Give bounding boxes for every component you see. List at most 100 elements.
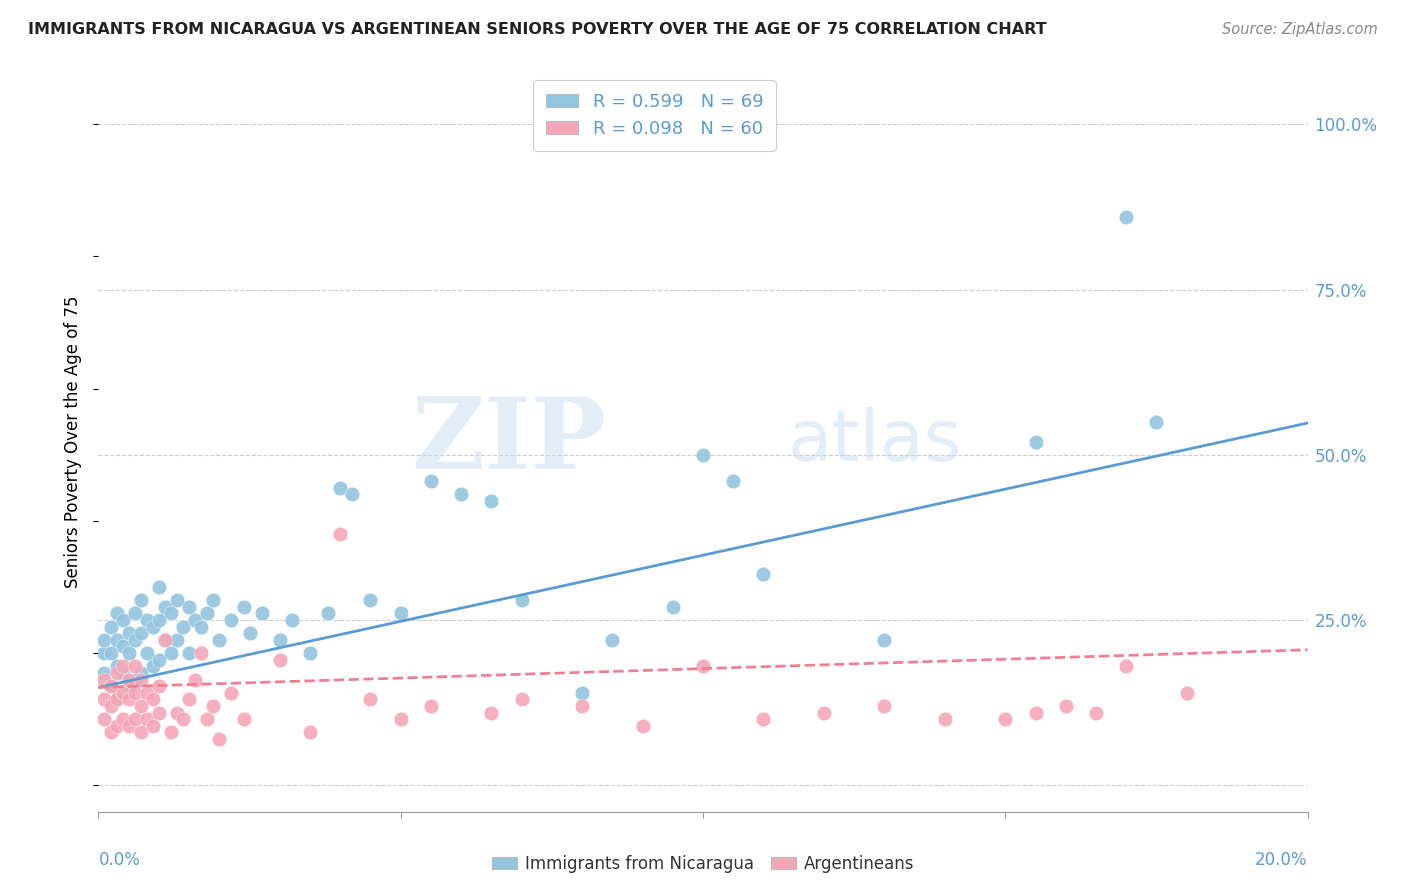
Point bbox=[105, 719, 128, 733]
Point bbox=[450, 487, 472, 501]
Point bbox=[166, 593, 188, 607]
Point bbox=[232, 599, 254, 614]
Legend: R = 0.599   N = 69, R = 0.098   N = 60: R = 0.599 N = 69, R = 0.098 N = 60 bbox=[533, 80, 776, 151]
Point bbox=[692, 659, 714, 673]
Point bbox=[100, 646, 122, 660]
Point bbox=[93, 632, 115, 647]
Point bbox=[269, 632, 291, 647]
Point bbox=[124, 673, 146, 687]
Point bbox=[571, 698, 593, 713]
Point bbox=[723, 474, 745, 488]
Point bbox=[208, 632, 231, 647]
Point bbox=[281, 613, 304, 627]
Point bbox=[124, 686, 146, 700]
Point bbox=[179, 692, 201, 706]
Point bbox=[1115, 659, 1137, 673]
Point bbox=[221, 686, 243, 700]
Text: 0.0%: 0.0% bbox=[98, 851, 141, 869]
Point bbox=[135, 712, 157, 726]
Point bbox=[420, 474, 443, 488]
Point bbox=[142, 719, 165, 733]
Point bbox=[1144, 415, 1167, 429]
Point bbox=[148, 706, 170, 720]
Point bbox=[190, 620, 212, 634]
Point bbox=[202, 593, 225, 607]
Point bbox=[360, 593, 382, 607]
Point bbox=[129, 673, 152, 687]
Point bbox=[299, 725, 322, 739]
Point bbox=[105, 692, 128, 706]
Point bbox=[148, 679, 170, 693]
Point bbox=[129, 665, 152, 680]
Point bbox=[129, 698, 152, 713]
Point bbox=[873, 698, 896, 713]
Point bbox=[202, 698, 225, 713]
Point bbox=[142, 659, 165, 673]
Point bbox=[93, 712, 115, 726]
Point bbox=[111, 686, 134, 700]
Point bbox=[1175, 686, 1198, 700]
Point bbox=[100, 620, 122, 634]
Point bbox=[184, 673, 207, 687]
Point bbox=[232, 712, 254, 726]
Point bbox=[873, 632, 896, 647]
Point bbox=[1085, 706, 1108, 720]
Point bbox=[389, 712, 412, 726]
Point bbox=[118, 679, 141, 693]
Point bbox=[148, 613, 170, 627]
Text: atlas: atlas bbox=[787, 407, 962, 476]
Point bbox=[124, 659, 146, 673]
Point bbox=[166, 706, 188, 720]
Point bbox=[105, 692, 128, 706]
Point bbox=[135, 613, 157, 627]
Point bbox=[105, 665, 128, 680]
Point bbox=[160, 725, 183, 739]
Point bbox=[269, 653, 291, 667]
Point bbox=[994, 712, 1017, 726]
Point bbox=[692, 448, 714, 462]
Point bbox=[111, 712, 134, 726]
Point bbox=[752, 566, 775, 581]
Point bbox=[93, 673, 115, 687]
Point bbox=[93, 692, 115, 706]
Point bbox=[299, 646, 322, 660]
Text: Source: ZipAtlas.com: Source: ZipAtlas.com bbox=[1222, 22, 1378, 37]
Point bbox=[118, 626, 141, 640]
Legend: Immigrants from Nicaragua, Argentineans: Immigrants from Nicaragua, Argentineans bbox=[485, 848, 921, 880]
Point bbox=[329, 527, 352, 541]
Point bbox=[172, 712, 194, 726]
Point bbox=[631, 719, 654, 733]
Point bbox=[184, 613, 207, 627]
Point bbox=[752, 712, 775, 726]
Point bbox=[179, 646, 201, 660]
Point bbox=[166, 632, 188, 647]
Point bbox=[118, 646, 141, 660]
Point bbox=[661, 599, 683, 614]
Point bbox=[360, 692, 382, 706]
Y-axis label: Seniors Poverty Over the Age of 75: Seniors Poverty Over the Age of 75 bbox=[65, 295, 83, 588]
Point bbox=[142, 692, 165, 706]
Point bbox=[389, 607, 412, 621]
Point bbox=[179, 599, 201, 614]
Point bbox=[129, 593, 152, 607]
Point bbox=[118, 692, 141, 706]
Point bbox=[208, 731, 231, 746]
Point bbox=[153, 599, 176, 614]
Point bbox=[221, 613, 243, 627]
Point bbox=[100, 725, 122, 739]
Point bbox=[153, 632, 176, 647]
Point bbox=[160, 646, 183, 660]
Point bbox=[342, 487, 364, 501]
Point bbox=[129, 626, 152, 640]
Point bbox=[100, 679, 122, 693]
Point bbox=[250, 607, 273, 621]
Point bbox=[239, 626, 262, 640]
Point bbox=[148, 580, 170, 594]
Point bbox=[420, 698, 443, 713]
Point bbox=[100, 679, 122, 693]
Point bbox=[316, 607, 339, 621]
Point bbox=[1054, 698, 1077, 713]
Point bbox=[111, 640, 134, 654]
Point bbox=[153, 632, 176, 647]
Point bbox=[813, 706, 835, 720]
